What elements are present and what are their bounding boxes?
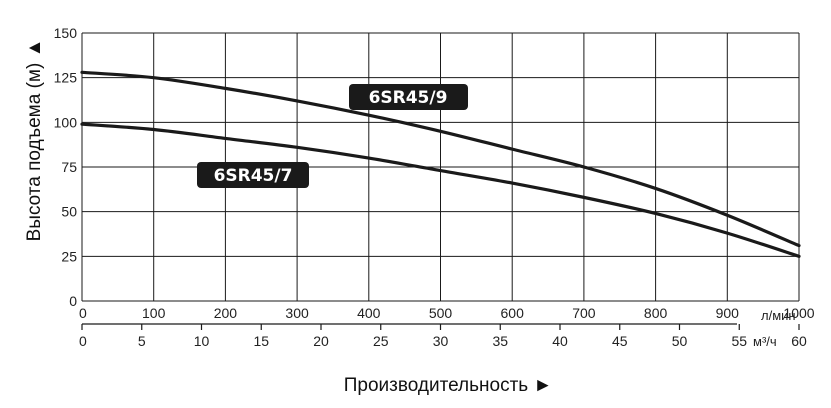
x-tick-label: 400 [357, 305, 381, 321]
series-label-6sr45-9: 6SR45/9 [349, 84, 468, 110]
series-curve-6sr45-7 [80, 122, 801, 258]
y-axis-label: Высота подъема (м) ▲ [24, 39, 45, 242]
series-badge-text: 6SR45/9 [369, 88, 448, 108]
x-tick-label: 900 [716, 305, 740, 321]
x2-tick-label: 30 [433, 333, 449, 349]
x2-tick-label: 55 [731, 333, 747, 349]
x2-tick-label: 60 [791, 333, 807, 349]
x-tick-labels: 0 100 200 300 400 500 600 700 800 900 1000 [79, 305, 815, 321]
y-tick-label: 125 [54, 70, 78, 86]
y-tick-label: 50 [61, 204, 77, 220]
x2-tick-label: 25 [373, 333, 389, 349]
x-tick-label: 700 [572, 305, 596, 321]
x2-tick-label: 40 [552, 333, 568, 349]
x2-tick-labels: 0 5 10 15 20 25 30 35 40 45 50 55 60 [79, 333, 807, 349]
series-badge-text: 6SR45/7 [214, 166, 293, 186]
x2-tick-label: 15 [253, 333, 269, 349]
x2-tick-label: 45 [612, 333, 628, 349]
series-badge-bg [349, 84, 468, 110]
x2-tick-label: 0 [79, 333, 87, 349]
y-tick-label: 150 [54, 25, 78, 41]
series-curve-6sr45-9 [80, 70, 801, 248]
x-tick-label: 0 [79, 305, 87, 321]
x-unit-secondary: м³/ч [753, 334, 777, 349]
y-tick-label: 0 [69, 293, 77, 309]
y-tick-label: 75 [61, 159, 77, 175]
x-tick-label: 600 [501, 305, 525, 321]
x2-tick-label: 5 [138, 333, 146, 349]
grid [81, 32, 800, 302]
x-tick-label: 500 [429, 305, 453, 321]
x-tick-label: 1000 [783, 305, 814, 321]
x-tick-label: 300 [285, 305, 309, 321]
y-tick-labels: 0 25 50 75 100 125 150 [54, 25, 78, 309]
x2-tick-label: 20 [313, 333, 329, 349]
series-curves [80, 70, 801, 258]
secondary-x-axis-ticks [81, 324, 800, 330]
x-tick-label: 800 [644, 305, 668, 321]
x2-tick-label: 35 [492, 333, 508, 349]
x2-tick-label: 10 [194, 333, 210, 349]
x-axis-label: Производительность ► [344, 375, 553, 396]
x-tick-label: 200 [214, 305, 238, 321]
x2-tick-label: 50 [672, 333, 688, 349]
series-label-6sr45-7: 6SR45/7 [197, 162, 309, 188]
x-tick-label: 100 [142, 305, 166, 321]
series-badge-bg [197, 162, 309, 188]
y-tick-label: 100 [54, 114, 78, 130]
x-unit-primary: л/мин [761, 308, 796, 323]
y-tick-label: 25 [61, 248, 77, 264]
